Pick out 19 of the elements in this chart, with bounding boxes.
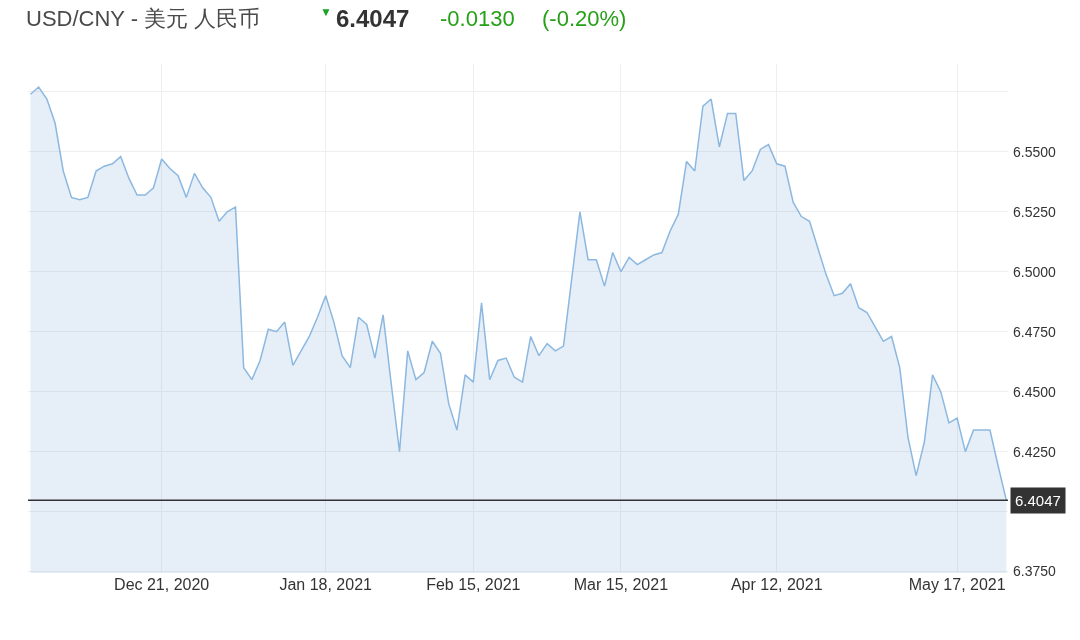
text: (-0.20%) bbox=[542, 6, 627, 31]
y-tick-label: 6.5250 bbox=[1013, 203, 1057, 220]
x-tick-label: Apr 12, 2021 bbox=[730, 576, 823, 593]
x-tick-label: Jan 18, 2021 bbox=[279, 576, 373, 593]
y-tick-label: 6.5500 bbox=[1013, 143, 1057, 160]
x-tick-label: May 17, 2021 bbox=[908, 576, 1006, 593]
y-tick-label: 6.4250 bbox=[1013, 443, 1057, 460]
text: ▼ bbox=[320, 5, 332, 19]
x-tick-label: Feb 15, 2021 bbox=[426, 576, 521, 593]
x-tick-label: Mar 15, 2021 bbox=[573, 576, 669, 593]
text: -0.0130 bbox=[440, 6, 515, 31]
chart-title: USD/CNY - 美元 人民币 bbox=[26, 5, 261, 31]
x-tick-label: Dec 21, 2020 bbox=[114, 576, 210, 593]
text: 6.4047 bbox=[336, 5, 410, 32]
ref-line-label: 6.4047 bbox=[1015, 492, 1061, 509]
y-tick-label: 6.4500 bbox=[1013, 383, 1057, 400]
y-tick-label: 6.5000 bbox=[1013, 263, 1057, 280]
y-tick-label: 6.3750 bbox=[1013, 563, 1057, 580]
y-tick-label: 6.4750 bbox=[1013, 323, 1057, 340]
